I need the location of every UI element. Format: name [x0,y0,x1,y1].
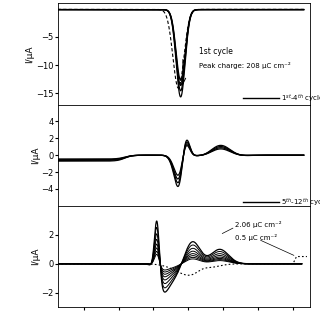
Y-axis label: I/μA: I/μA [31,248,40,265]
Text: 2.06 μC cm⁻²: 2.06 μC cm⁻² [236,221,282,228]
Text: Peak charge: 208 μC cm⁻²: Peak charge: 208 μC cm⁻² [198,62,290,69]
Y-axis label: I/μA: I/μA [31,147,40,164]
Text: 5$^{th}$-12$^{th}$ cycle: 5$^{th}$-12$^{th}$ cycle [281,196,320,208]
Y-axis label: I/μA: I/μA [26,45,35,63]
Text: 0.5 μC cm⁻²: 0.5 μC cm⁻² [236,234,277,241]
Text: 1$^{st}$-4$^{th}$ cycle: 1$^{st}$-4$^{th}$ cycle [281,92,320,104]
Text: 1st cycle: 1st cycle [198,47,232,56]
